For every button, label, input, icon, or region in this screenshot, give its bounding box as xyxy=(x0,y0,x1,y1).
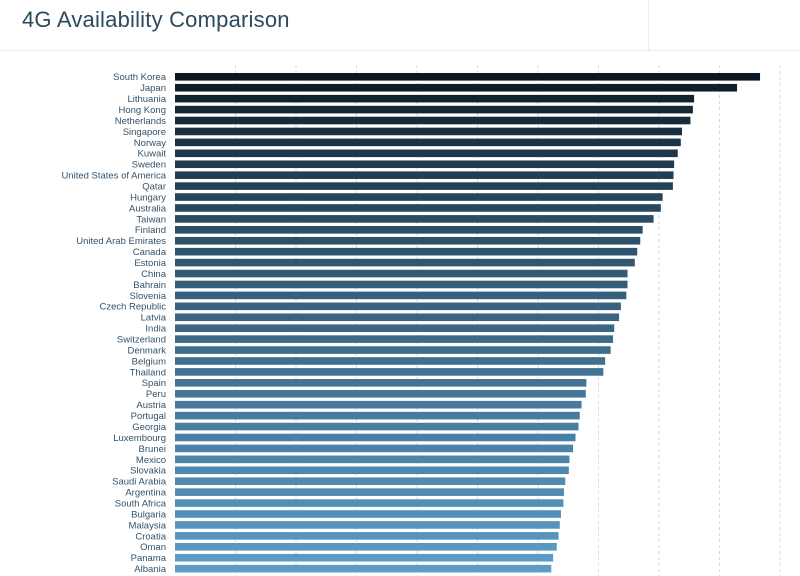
category-label: South Africa xyxy=(115,498,167,509)
bar[interactable] xyxy=(175,444,574,453)
bar[interactable] xyxy=(175,488,565,496)
category-label: Albania xyxy=(134,564,166,575)
bar[interactable] xyxy=(175,422,579,431)
category-label: India xyxy=(145,324,166,335)
category-label: Slovakia xyxy=(130,466,167,477)
chart-title: 4G Availability Comparison xyxy=(22,7,290,32)
category-label: Malaysia xyxy=(129,520,167,531)
category-label: Georgia xyxy=(132,422,167,433)
bar[interactable] xyxy=(175,368,604,376)
bar[interactable] xyxy=(175,510,561,518)
bar[interactable] xyxy=(175,236,641,245)
bar[interactable] xyxy=(175,477,566,486)
category-label: Estonia xyxy=(134,258,166,269)
bar[interactable] xyxy=(175,357,606,365)
category-label: Australia xyxy=(129,203,167,214)
bar[interactable] xyxy=(175,138,681,147)
bar[interactable] xyxy=(175,127,682,136)
category-label: Hong Kong xyxy=(118,105,166,116)
bar[interactable] xyxy=(175,389,586,398)
category-label: Denmark xyxy=(127,345,166,356)
bar[interactable] xyxy=(175,160,675,169)
category-label: Sweden xyxy=(132,160,166,171)
category-label: Oman xyxy=(140,542,166,553)
bar[interactable] xyxy=(175,204,661,212)
header-divider xyxy=(648,0,649,50)
bar[interactable] xyxy=(175,433,576,442)
category-label: Netherlands xyxy=(115,116,166,127)
category-label: China xyxy=(141,269,167,280)
bar[interactable] xyxy=(175,149,678,158)
category-label: Bahrain xyxy=(133,280,166,291)
bar[interactable] xyxy=(175,182,673,190)
bar[interactable] xyxy=(175,280,628,289)
category-label: Hungary xyxy=(130,192,166,203)
category-label: Slovenia xyxy=(130,291,167,302)
bar[interactable] xyxy=(175,466,569,475)
category-label: Croatia xyxy=(135,531,166,542)
category-label: Taiwan xyxy=(136,214,166,225)
category-label: Peru xyxy=(146,389,166,400)
bar[interactable] xyxy=(175,346,611,354)
category-label: United Arab Emirates xyxy=(76,236,166,247)
bar[interactable] xyxy=(175,215,654,223)
bar[interactable] xyxy=(175,542,557,551)
bar[interactable] xyxy=(175,553,554,562)
bar[interactable] xyxy=(175,379,587,387)
bar[interactable] xyxy=(175,83,738,92)
category-label: Panama xyxy=(131,553,167,564)
category-label: Czech Republic xyxy=(99,302,166,313)
category-label: Norway xyxy=(134,138,166,149)
bar[interactable] xyxy=(175,291,627,300)
category-label: United States of America xyxy=(61,171,166,182)
bar[interactable] xyxy=(175,226,643,234)
bar[interactable] xyxy=(175,564,552,573)
bar[interactable] xyxy=(175,335,614,343)
bar[interactable] xyxy=(175,302,621,311)
category-label: Portugal xyxy=(131,411,166,422)
bar[interactable] xyxy=(175,455,570,464)
bar[interactable] xyxy=(175,73,761,81)
category-label: Saudi Arabia xyxy=(112,477,167,488)
category-label: Japan xyxy=(140,83,166,94)
bar[interactable] xyxy=(175,116,691,125)
bar[interactable] xyxy=(175,94,695,103)
bar[interactable] xyxy=(175,499,564,507)
bar[interactable] xyxy=(175,171,674,179)
bars xyxy=(175,73,761,573)
bar[interactable] xyxy=(175,258,635,267)
category-label: Austria xyxy=(136,400,166,411)
category-label: Latvia xyxy=(141,313,167,324)
category-label: Lithuania xyxy=(127,94,166,105)
category-label: Thailand xyxy=(130,367,166,378)
category-label: Canada xyxy=(133,247,167,258)
bar[interactable] xyxy=(175,400,582,409)
bar[interactable] xyxy=(175,532,559,540)
bar[interactable] xyxy=(175,411,580,420)
category-label: Brunei xyxy=(139,444,166,455)
bar[interactable] xyxy=(175,313,620,322)
category-label: Belgium xyxy=(132,356,166,367)
bar[interactable] xyxy=(175,105,693,114)
category-label: Bulgaria xyxy=(131,509,167,520)
category-label: Qatar xyxy=(142,182,166,193)
bar[interactable] xyxy=(175,521,560,529)
category-label: Singapore xyxy=(123,127,166,138)
category-label: South Korea xyxy=(113,72,167,83)
bar[interactable] xyxy=(175,324,615,332)
category-label: Finland xyxy=(135,225,166,236)
category-label: Spain xyxy=(142,378,166,389)
bar[interactable] xyxy=(175,269,628,278)
bar[interactable] xyxy=(175,247,638,256)
category-label: Kuwait xyxy=(137,149,166,160)
bar[interactable] xyxy=(175,193,663,201)
header-bar: 4G Availability Comparison xyxy=(0,0,800,51)
category-label: Luxembourg xyxy=(113,433,166,444)
category-label: Mexico xyxy=(136,455,166,466)
category-label: Argentina xyxy=(125,488,166,499)
category-label: Switzerland xyxy=(117,335,166,346)
